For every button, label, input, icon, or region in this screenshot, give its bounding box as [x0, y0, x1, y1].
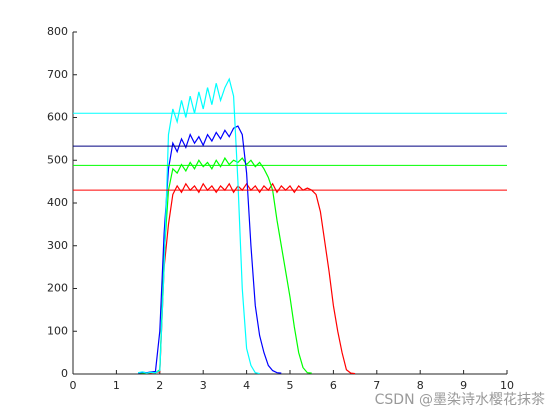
y-tick-label: 500 [47, 153, 68, 166]
x-tick-label: 6 [330, 379, 337, 392]
x-tick-label: 5 [287, 379, 294, 392]
y-tick-label: 100 [47, 324, 68, 337]
x-tick-label: 8 [417, 379, 424, 392]
x-tick-label: 4 [243, 379, 250, 392]
x-tick-label: 2 [156, 379, 163, 392]
x-tick-label: 1 [113, 379, 120, 392]
x-tick-label: 0 [70, 379, 77, 392]
x-tick-label: 10 [500, 379, 514, 392]
x-tick-label: 9 [460, 379, 467, 392]
y-tick-label: 300 [47, 239, 68, 252]
series-line [138, 182, 356, 375]
y-tick-label: 600 [47, 111, 68, 124]
y-tick-label: 700 [47, 68, 68, 81]
y-tick-label: 400 [47, 196, 68, 209]
x-tick-label: 3 [200, 379, 207, 392]
watermark: CSDN @墨染诗水樱花抹茶 [375, 391, 545, 408]
series-line [137, 125, 282, 374]
series-line [138, 156, 312, 374]
y-tick-label: 800 [47, 25, 68, 38]
series-line [137, 77, 260, 375]
x-tick-label: 7 [373, 379, 380, 392]
y-tick-label: 0 [61, 367, 68, 380]
y-tick-label: 200 [47, 282, 68, 295]
